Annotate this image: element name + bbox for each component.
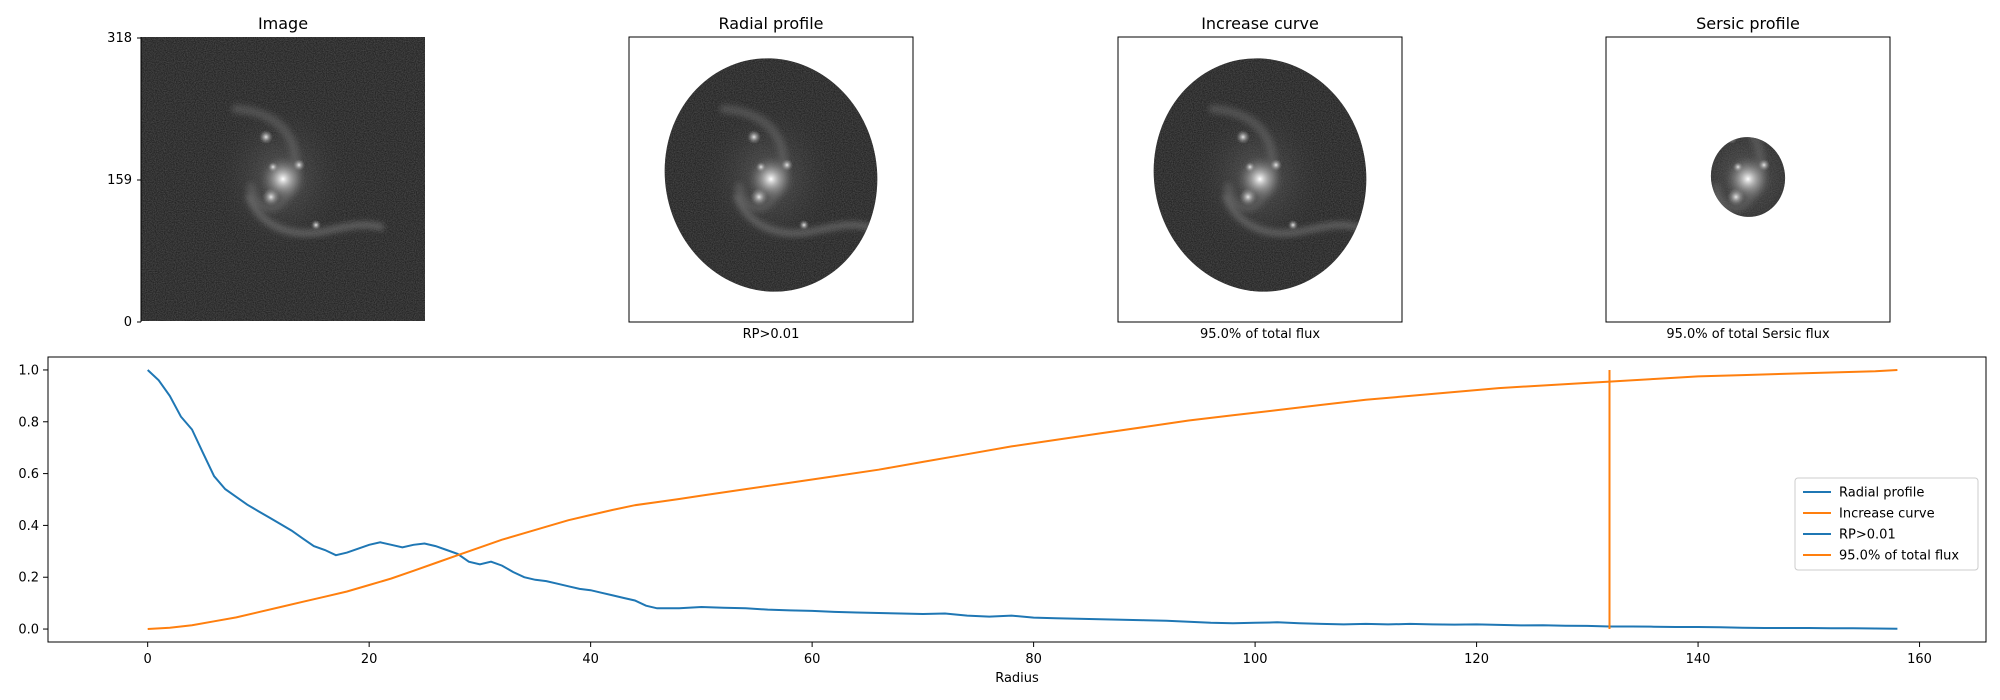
y-tick-label: 0.4 [18, 519, 39, 534]
x-tick-label: 120 [1464, 652, 1489, 667]
chart-axes: 0 20 40 60 80 100 120 140 160 0.0 0.2 0.4 0.6 0.8 1.0 [18, 363, 1932, 667]
panel-caption: 95.0% of total flux [1200, 327, 1320, 342]
x-tick-label: 80 [1025, 652, 1042, 667]
panel-title: Radial profile [718, 14, 823, 33]
x-axis-label: Radius [995, 671, 1039, 686]
y-tick-label: 1.0 [18, 363, 39, 378]
legend-entry: Radial profile [1839, 486, 1924, 501]
legend-entry: 95.0% of total flux [1839, 549, 1959, 564]
series-line-1 [147, 369, 1898, 630]
line-chart: 0 20 40 60 80 100 120 140 1600.00.20.40.60.81.0 … [18, 356, 1987, 686]
panel-radial-profile: Radial profile RP>0.01 [628, 14, 914, 342]
panel-increase-curve: Increase curve 95.0% of total flux [1117, 14, 1403, 342]
y-tick-label: 0.0 [18, 623, 39, 638]
image-ytick-bottom: 0 [124, 315, 132, 330]
image-ytick-top: 318 [107, 31, 132, 46]
panel-caption: 95.0% of total Sersic flux [1666, 327, 1830, 342]
x-tick-label: 40 [582, 652, 599, 667]
legend-box [1794, 477, 1979, 571]
panel-image: Image 318 159 0 [107, 14, 425, 330]
x-tick-label: 160 [1907, 652, 1932, 667]
legend: Radial profile Increase curve RP>0.01 95.0%… [1794, 477, 1979, 571]
panel-title: Image [258, 14, 308, 33]
legend-entry: Increase curve [1839, 507, 1935, 522]
x-tick-label: 60 [804, 652, 821, 667]
x-tick-label: 0 [144, 652, 152, 667]
legend-entry: RP>0.01 [1839, 528, 1896, 543]
y-tick-label: 0.2 [18, 571, 39, 586]
x-tick-label: 20 [361, 652, 378, 667]
x-tick-label: 100 [1243, 652, 1268, 667]
panel-sersic-profile: Sersic profile 95.0% of total Sersic flu… [1605, 14, 1891, 342]
y-tick-label: 0.8 [18, 415, 39, 430]
galaxy-image [141, 37, 425, 321]
x-tick-label: 140 [1686, 652, 1711, 667]
plot-frame [47, 356, 1987, 643]
chart-series [147, 369, 1898, 630]
panel-title: Sersic profile [1696, 14, 1800, 33]
y-tick-label: 0.6 [18, 467, 39, 482]
panel-title: Increase curve [1201, 14, 1319, 33]
image-ytick-mid: 159 [107, 173, 132, 188]
series-line-0 [147, 369, 1898, 630]
panel-caption: RP>0.01 [743, 327, 800, 342]
